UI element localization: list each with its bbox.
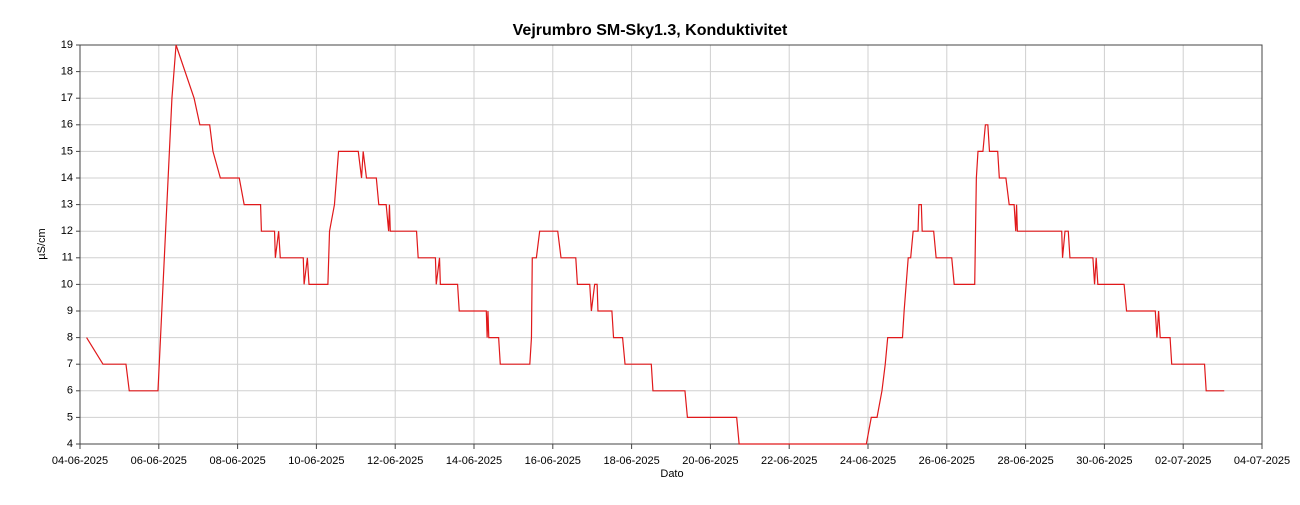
y-tick-label: 9: [67, 305, 73, 317]
x-tick-label: 18-06-2025: [603, 455, 659, 467]
x-tick-label: 02-07-2025: [1155, 455, 1211, 467]
x-tick-label: 14-06-2025: [446, 455, 502, 467]
x-tick-label: 12-06-2025: [367, 455, 423, 467]
y-tick-label: 7: [67, 358, 73, 370]
y-tick-label: 5: [67, 411, 73, 423]
y-tick-label: 16: [61, 119, 73, 131]
y-tick-label: 19: [61, 39, 73, 51]
y-tick-label: 14: [61, 172, 73, 184]
x-tick-label: 08-06-2025: [209, 455, 265, 467]
y-tick-label: 11: [62, 252, 73, 264]
x-tick-label: 06-06-2025: [131, 455, 187, 467]
plot-frame: [79, 44, 1263, 445]
x-tick-label: 28-06-2025: [997, 455, 1053, 467]
y-tick-label: 4: [67, 438, 73, 450]
x-tick-label: 16-06-2025: [525, 455, 581, 467]
x-tick-label: 26-06-2025: [919, 455, 975, 467]
y-tick-label: 18: [61, 66, 73, 78]
x-tick-label: 20-06-2025: [682, 455, 738, 467]
y-tick-label: 17: [61, 92, 73, 104]
x-tick-label: 30-06-2025: [1076, 455, 1132, 467]
x-tick-label: 04-07-2025: [1234, 455, 1290, 467]
y-tick-label: 12: [61, 225, 73, 237]
y-tick-label: 15: [61, 145, 73, 157]
y-axis-label: µS/cm: [36, 228, 48, 259]
x-tick-label: 24-06-2025: [840, 455, 896, 467]
x-tick-label: 04-06-2025: [52, 455, 108, 467]
y-tick-label: 6: [67, 385, 73, 397]
chart-title: Vejrumbro SM-Sky1.3, Konduktivitet: [513, 22, 788, 39]
y-tick-label: 13: [61, 199, 73, 211]
y-tick-label: 10: [61, 278, 73, 290]
x-axis-label: Dato: [660, 468, 683, 480]
y-tick-label: 8: [67, 332, 73, 344]
data-line: [86, 44, 1225, 445]
x-tick-label: 10-06-2025: [288, 455, 344, 467]
x-tick-label: 22-06-2025: [761, 455, 817, 467]
